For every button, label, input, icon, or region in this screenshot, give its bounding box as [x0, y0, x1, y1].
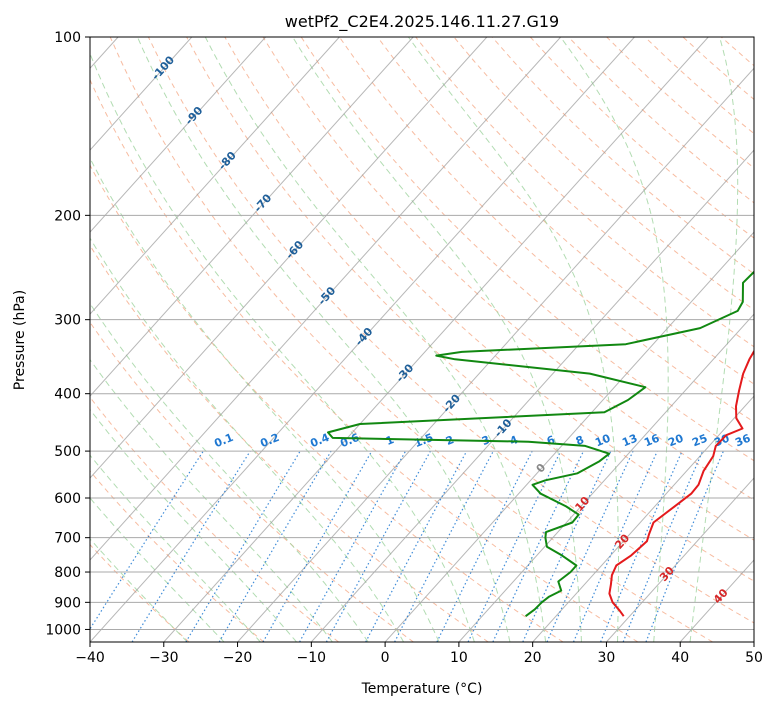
y-tick-label: 400	[54, 387, 81, 403]
y-tick-label: 900	[54, 595, 81, 611]
y-axis-label: Pressure (hPa)	[12, 290, 28, 390]
mixing-ratio-label: 36	[733, 432, 752, 450]
moist-adiabat-line	[407, 37, 619, 642]
x-tick-label: 50	[745, 650, 763, 666]
x-tick-label: −30	[149, 650, 179, 666]
moist-adiabat-line	[90, 454, 261, 642]
x-tick-label: −20	[223, 650, 253, 666]
mixing-ratio-label: 20	[666, 432, 685, 450]
isotherm-line	[90, 37, 414, 397]
moist-adiabat-line	[90, 302, 369, 642]
isotherm-line	[90, 37, 340, 315]
moist-adiabat-line	[90, 52, 475, 642]
mixing-ratio-line	[572, 450, 658, 642]
mixing-ratio-line	[90, 450, 204, 631]
moist-adiabat-line	[204, 37, 547, 642]
isotherm-line	[606, 477, 754, 642]
dry-adiabat-line	[262, 37, 754, 501]
x-tick-label: 30	[598, 650, 616, 666]
isotherm-line	[237, 67, 754, 642]
mixing-ratio-label: 16	[642, 432, 661, 450]
mixing-ratio-line	[546, 450, 634, 642]
dewpoint-profile	[327, 270, 754, 618]
profile-lines	[327, 270, 754, 618]
dry-adiabat-line	[90, 78, 639, 642]
moist-adiabat-line	[137, 37, 511, 642]
moist-adiabat-line	[292, 37, 582, 642]
mixing-ratio-line	[600, 450, 683, 642]
dry-adiabat-line	[109, 37, 713, 642]
dry-adiabat-line	[224, 37, 754, 541]
plot-frame	[89, 36, 755, 643]
dry-adiabat-line	[377, 37, 754, 385]
chart-title: wetPf2_C2E4.2025.146.11.27.G19	[285, 12, 559, 32]
isotherm-line	[90, 37, 488, 479]
mixing-ratio-line	[325, 450, 431, 642]
mixing-ratio-label: 10	[593, 432, 612, 450]
mixing-ratio-label: 8	[574, 433, 586, 448]
dry-adiabat-line	[147, 37, 754, 624]
dry-adiabat-line	[90, 164, 564, 642]
y-tick-label: 600	[54, 491, 81, 507]
mixing-ratio-line	[645, 450, 724, 642]
x-tick-label: 40	[671, 650, 689, 666]
isotherm-line	[532, 395, 754, 642]
dry-adiabat-line	[90, 470, 265, 642]
y-tick-label: 700	[54, 531, 81, 547]
background-lines	[90, 37, 754, 642]
mixing-ratio-label: 25	[690, 432, 709, 450]
moist-adiabat-line	[90, 408, 297, 642]
x-axis: −40 −30 −20 −10 0 10 20 30 40 50	[75, 642, 763, 666]
y-tick-label: 300	[54, 313, 81, 329]
y-axis: 100 200 300 400 500 600 700 800 900 1000	[45, 30, 90, 638]
isotherm-line	[310, 149, 754, 642]
plot-area	[90, 37, 754, 642]
dry-adiabat-line	[90, 244, 489, 642]
mixing-ratio-line	[365, 450, 468, 642]
x-tick-label: 20	[524, 650, 542, 666]
mixing-ratio-line	[436, 450, 533, 642]
mixing-ratio-line	[622, 450, 704, 642]
x-tick-label: −40	[75, 650, 105, 666]
x-tick-label: 10	[450, 650, 468, 666]
moist-adiabat-line	[689, 37, 739, 642]
isotherm-line	[458, 313, 754, 642]
isotherm-line	[90, 37, 193, 151]
isotherm-line	[90, 37, 266, 233]
moist-adiabat-line	[90, 358, 333, 642]
dry-adiabat-line	[415, 37, 754, 348]
moist-adiabat-line	[90, 237, 405, 642]
y-tick-label: 200	[54, 208, 81, 224]
y-tick-label: 100	[54, 30, 81, 46]
moist-adiabat-line	[560, 37, 669, 642]
isotherm-line	[90, 37, 635, 642]
pressure-gridlines	[90, 37, 754, 630]
x-tick-label: −10	[297, 650, 327, 666]
mixing-ratio-label: 1	[384, 433, 396, 448]
dry-adiabat-line	[186, 37, 754, 582]
mixing-ratio-line	[131, 450, 251, 642]
temperature-profile	[608, 349, 754, 617]
dry-adiabat-line	[300, 37, 754, 462]
mixing-ratio-label: 13	[620, 432, 639, 450]
isotherm-line	[163, 37, 709, 642]
isotherm-line	[384, 231, 754, 642]
x-axis-label: Temperature (°C)	[361, 681, 483, 697]
y-tick-label: 1000	[45, 622, 81, 638]
isotherm-line	[90, 37, 562, 561]
x-tick-label: 0	[381, 650, 390, 666]
mixing-ratio-line	[299, 450, 407, 642]
y-tick-label: 800	[54, 565, 81, 581]
y-tick-label: 500	[54, 444, 81, 460]
moist-adiabat-line	[90, 157, 440, 642]
